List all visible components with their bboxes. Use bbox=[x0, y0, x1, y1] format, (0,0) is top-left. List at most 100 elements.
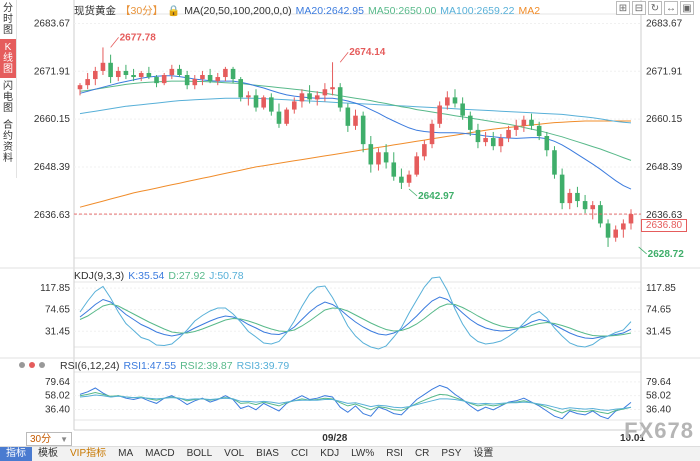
candle bbox=[131, 68, 136, 82]
candle-body bbox=[360, 115, 366, 145]
candle-body bbox=[307, 93, 312, 100]
candle bbox=[422, 140, 427, 161]
instrument-title: 现货黄金 bbox=[74, 5, 116, 17]
candle bbox=[506, 125, 511, 143]
candle bbox=[230, 66, 236, 84]
candle bbox=[93, 66, 98, 86]
candle-body bbox=[460, 103, 465, 116]
candle bbox=[590, 201, 596, 220]
price-annotation: 2677.78 bbox=[120, 32, 157, 43]
candle-body bbox=[445, 97, 450, 106]
scroll-icon[interactable]: ↔ bbox=[664, 1, 678, 15]
tab-indicators[interactable]: 指标 bbox=[0, 447, 32, 461]
candle bbox=[391, 152, 397, 181]
tab-vip-indicators[interactable]: VIP指标 bbox=[70, 448, 107, 459]
sidebar-tab-timeshare[interactable]: 分时图 bbox=[3, 3, 13, 36]
candle bbox=[161, 72, 167, 86]
candle-body bbox=[230, 68, 236, 80]
candle-body bbox=[391, 162, 397, 177]
candle-body bbox=[582, 201, 588, 210]
candle-body bbox=[154, 77, 159, 84]
candle bbox=[246, 91, 251, 106]
zoom-in-icon[interactable]: ⊞ bbox=[616, 1, 630, 15]
candle bbox=[223, 66, 228, 82]
candle-body bbox=[422, 144, 427, 157]
candle-body bbox=[276, 111, 282, 124]
rsi-name: RSI(6,12,24) bbox=[60, 360, 120, 372]
kdj-legend: KDJ(9,3,3) K:35.54 D:27.92 J:50.78 bbox=[74, 270, 248, 282]
candle bbox=[429, 119, 435, 149]
refresh-icon[interactable]: ↻ bbox=[648, 1, 662, 15]
candle-body bbox=[536, 125, 542, 136]
sidebar-tab-lightning[interactable]: 闪电图 bbox=[3, 81, 13, 114]
candle-body bbox=[146, 72, 152, 78]
candle-body bbox=[552, 150, 557, 175]
candle bbox=[238, 77, 244, 102]
y-tick-label-right: 2683.67 bbox=[646, 18, 683, 29]
candle bbox=[513, 119, 519, 136]
x-tick-label: 10.01 bbox=[620, 433, 645, 444]
candle-body bbox=[483, 138, 488, 143]
candle-body bbox=[544, 136, 550, 151]
candle bbox=[360, 111, 366, 153]
sidebar-tab-contract-info[interactable]: 合约资料 bbox=[3, 120, 13, 164]
ma20-value: MA20:2642.95 bbox=[295, 5, 364, 17]
tab-boll[interactable]: BOLL bbox=[186, 448, 213, 459]
candle bbox=[253, 89, 259, 112]
candle-body bbox=[368, 144, 374, 165]
tab-vol[interactable]: VOL bbox=[224, 448, 245, 459]
candle bbox=[475, 123, 481, 149]
candle bbox=[284, 107, 289, 126]
tab-psy[interactable]: PSY bbox=[441, 448, 462, 459]
period-select[interactable]: 30分 ▼ bbox=[26, 432, 72, 446]
tab-kdj[interactable]: KDJ bbox=[320, 448, 340, 459]
rsi-2: RSI2:39.87 bbox=[180, 360, 233, 372]
watermark-logo: FX678 bbox=[624, 418, 694, 443]
tab-settings[interactable]: 设置 bbox=[473, 448, 494, 459]
candle-body bbox=[521, 119, 527, 126]
candle-body bbox=[613, 229, 618, 238]
tab-cci[interactable]: CCI bbox=[290, 448, 309, 459]
candle bbox=[184, 70, 190, 90]
candle bbox=[261, 95, 266, 110]
candle bbox=[521, 115, 527, 132]
candle bbox=[215, 72, 221, 86]
tab-lw[interactable]: LW% bbox=[351, 448, 375, 459]
zoom-out-icon[interactable]: ⊟ bbox=[632, 1, 646, 15]
candle-body bbox=[238, 79, 244, 98]
candle bbox=[138, 70, 144, 82]
candle-body bbox=[138, 72, 144, 78]
candle-body bbox=[345, 107, 351, 126]
y-tick-label-left: 2636.63 bbox=[34, 210, 71, 221]
candle-body bbox=[559, 174, 565, 204]
candle-body bbox=[115, 70, 121, 78]
tab-macd[interactable]: MACD bbox=[145, 448, 175, 459]
kdj-k: K:35.54 bbox=[128, 270, 165, 282]
y-tick-label-right: 2648.39 bbox=[646, 162, 683, 173]
candle bbox=[605, 219, 611, 247]
candle bbox=[115, 66, 121, 82]
candle bbox=[406, 170, 412, 187]
sidebar-tab-kline[interactable]: K线图 bbox=[0, 39, 16, 78]
y-tick-label-left: 31.45 bbox=[45, 326, 70, 337]
candle bbox=[490, 131, 496, 151]
price-annotation: 2628.72 bbox=[648, 249, 685, 260]
candle bbox=[77, 83, 83, 96]
tab-ma[interactable]: MA bbox=[118, 448, 134, 459]
ma100-value: MA100:2659.22 bbox=[440, 5, 515, 17]
candle bbox=[345, 103, 351, 132]
chart-canvas[interactable]: 2683.67 2683.67 2671.91 2671.91 2660.15 2660.… bbox=[0, 0, 700, 446]
candle-body bbox=[291, 101, 297, 110]
rsi-legend: RSI(6,12,24) RSI1:47.55 RSI2:39.87 RSI3:39.… bbox=[60, 360, 293, 372]
candle-body bbox=[467, 115, 473, 130]
fullscreen-icon[interactable]: ▣ bbox=[680, 1, 694, 15]
tab-bias[interactable]: BIAS bbox=[256, 448, 279, 459]
candle-body bbox=[93, 70, 98, 80]
candle-body bbox=[269, 97, 274, 112]
candle bbox=[383, 144, 389, 169]
tab-template[interactable]: 模板 bbox=[38, 448, 58, 459]
current-price-tag: 2636.80 bbox=[641, 219, 687, 232]
tab-cr[interactable]: CR bbox=[414, 448, 430, 459]
tab-rsi[interactable]: RSI bbox=[386, 448, 403, 459]
y-tick-label-left: 117.85 bbox=[40, 283, 70, 294]
